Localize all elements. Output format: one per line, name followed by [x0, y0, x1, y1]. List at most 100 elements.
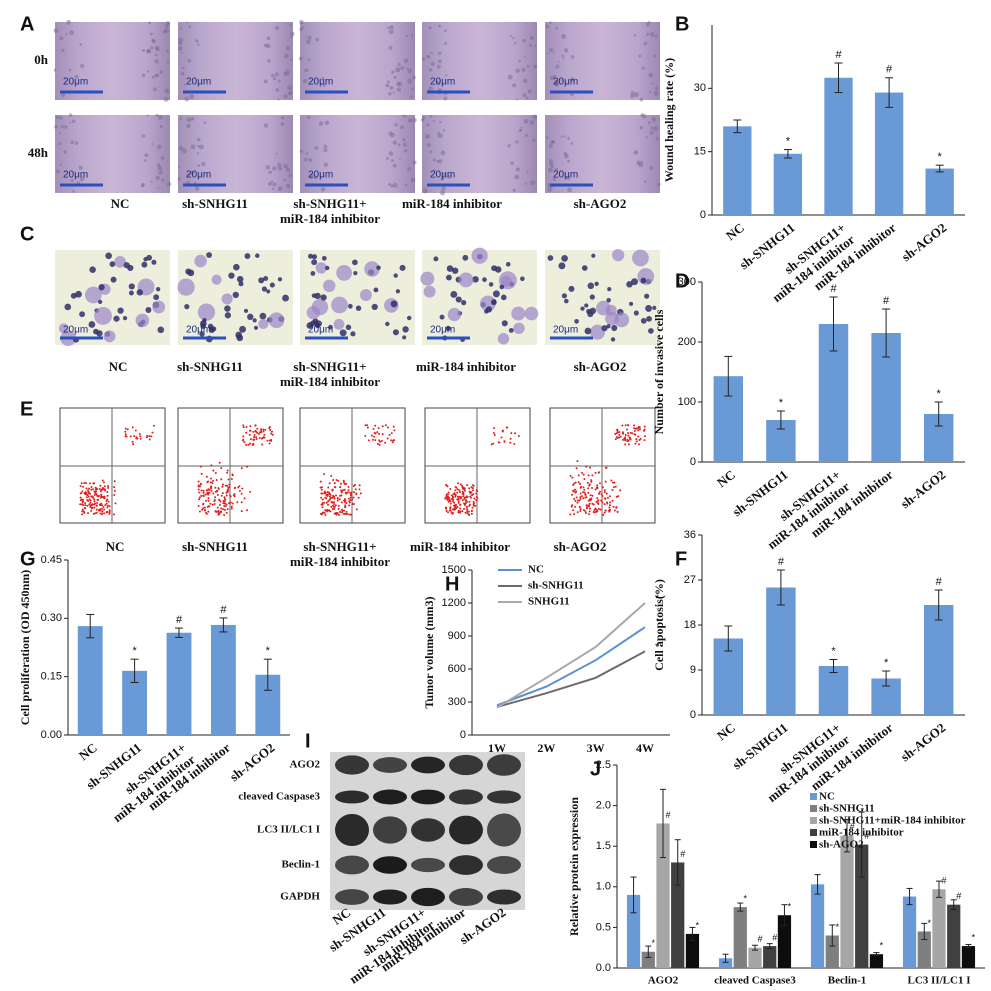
event — [205, 512, 208, 515]
cell — [228, 272, 235, 279]
scale-label: 20μm — [308, 325, 333, 336]
event — [614, 485, 617, 488]
panel-letter: F — [675, 548, 687, 570]
cell — [238, 281, 244, 287]
event — [114, 502, 117, 505]
event — [93, 506, 96, 509]
cell — [420, 271, 435, 286]
x-tick-label: NC — [714, 467, 738, 490]
event — [611, 489, 614, 492]
event — [574, 481, 577, 484]
event — [138, 433, 141, 436]
event — [475, 492, 478, 495]
event — [582, 509, 585, 512]
cell-texture — [277, 166, 283, 171]
event — [458, 491, 461, 494]
cell-texture — [166, 60, 170, 64]
event — [615, 432, 618, 435]
cell-texture — [299, 19, 304, 25]
cell — [524, 306, 539, 321]
cell — [402, 326, 409, 333]
event — [102, 481, 105, 484]
y-tick-label: 100 — [678, 396, 696, 408]
event — [230, 478, 233, 481]
cell-texture — [523, 78, 528, 83]
event — [344, 501, 347, 504]
cell-texture — [59, 36, 64, 41]
cell-texture — [158, 170, 163, 175]
event — [200, 465, 203, 468]
cell-texture — [307, 115, 311, 120]
panel-letter: G — [20, 548, 36, 570]
cell-texture — [308, 158, 313, 162]
cell — [581, 265, 588, 271]
event — [207, 493, 210, 496]
event — [604, 509, 607, 512]
cell — [646, 315, 652, 322]
event — [87, 490, 90, 493]
event — [220, 494, 223, 497]
cell-texture — [435, 80, 441, 86]
cell-texture — [283, 94, 288, 99]
significance: * — [266, 645, 271, 657]
event — [379, 440, 382, 443]
event — [126, 428, 129, 431]
event — [452, 498, 455, 501]
cell-texture — [166, 181, 172, 187]
event — [571, 493, 574, 496]
cell-texture — [648, 121, 651, 124]
error-bar — [814, 874, 821, 895]
cell-texture — [144, 159, 147, 162]
event — [211, 503, 214, 506]
bar — [947, 904, 961, 968]
event — [633, 433, 636, 436]
event — [471, 489, 474, 492]
error-bar — [950, 899, 957, 911]
cell-texture — [388, 29, 394, 35]
event — [384, 441, 387, 444]
cell — [640, 277, 647, 284]
event — [449, 488, 452, 491]
event — [95, 511, 98, 514]
cell-texture — [655, 137, 659, 141]
event — [319, 480, 322, 483]
event — [252, 443, 255, 446]
cell-texture — [151, 38, 155, 42]
cell-texture — [650, 126, 654, 130]
y-tick-label: 0.45 — [41, 554, 62, 566]
cell — [433, 256, 439, 262]
event — [597, 507, 600, 510]
event — [103, 485, 106, 488]
event — [81, 508, 84, 511]
bar — [748, 947, 762, 968]
event — [343, 506, 346, 509]
cell — [355, 305, 362, 311]
bar — [824, 77, 853, 216]
event — [608, 495, 611, 498]
cell-texture — [427, 55, 431, 59]
cell-texture — [178, 145, 184, 151]
event — [139, 435, 142, 438]
significance: # — [956, 891, 961, 901]
cell — [606, 324, 611, 329]
cell-texture — [272, 76, 277, 81]
cell-texture — [285, 167, 291, 172]
event — [608, 509, 611, 512]
cell-texture — [400, 65, 405, 71]
event — [266, 439, 269, 442]
legend-swatch — [810, 817, 817, 824]
event — [391, 441, 394, 444]
significance: * — [696, 920, 700, 930]
y-tick-label: 1.0 — [596, 881, 611, 893]
legend-swatch — [810, 841, 817, 848]
event — [324, 509, 327, 512]
event — [200, 494, 203, 497]
event — [578, 506, 581, 509]
y-tick-label: 18 — [684, 619, 696, 631]
cell-texture — [267, 181, 273, 186]
event — [458, 489, 461, 492]
event — [93, 498, 96, 501]
cell-texture — [437, 59, 442, 64]
cell-texture — [630, 91, 635, 96]
micrograph — [55, 115, 170, 193]
